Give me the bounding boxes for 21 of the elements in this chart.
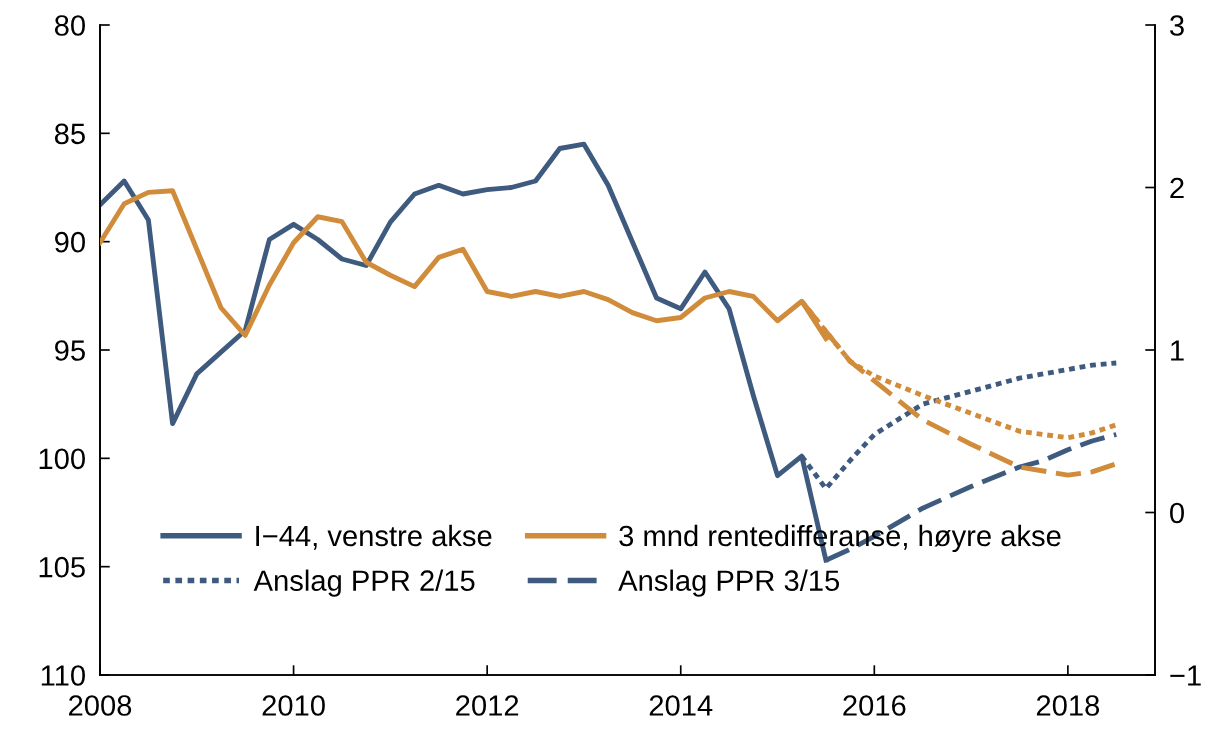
y2-tick-label: 0 bbox=[1170, 502, 1184, 524]
y-tick-label: 80 bbox=[54, 15, 85, 36]
y-tick-label: 105 bbox=[39, 556, 85, 578]
y2-tick-label: 1 bbox=[1171, 340, 1184, 361]
y-tick-label: 100 bbox=[39, 448, 85, 470]
y2-tick-label: 3 bbox=[1170, 15, 1184, 36]
x-tick-label: 2018 bbox=[1036, 695, 1100, 716]
x-tick-label: 2016 bbox=[843, 695, 906, 716]
y-tick-label: 110 bbox=[41, 665, 85, 686]
y-tick-label: 85 bbox=[54, 123, 85, 145]
y2-tick-label: 2 bbox=[1170, 177, 1184, 199]
x-tick-label: 2010 bbox=[262, 695, 325, 716]
legend-label: Anslag PPR 2/15 bbox=[253, 569, 475, 597]
legend-label: I−44, venstre akse bbox=[256, 524, 492, 550]
legend-label: Anslag PPR 3/15 bbox=[618, 569, 840, 597]
x-tick-label: 2014 bbox=[649, 695, 713, 716]
y-tick-label: 90 bbox=[55, 231, 85, 253]
y-tick-label: 95 bbox=[55, 340, 85, 361]
x-tick-label: 2012 bbox=[456, 695, 519, 716]
x-tick-label: 2008 bbox=[69, 695, 132, 716]
y2-tick-label: −1 bbox=[1170, 665, 1201, 686]
